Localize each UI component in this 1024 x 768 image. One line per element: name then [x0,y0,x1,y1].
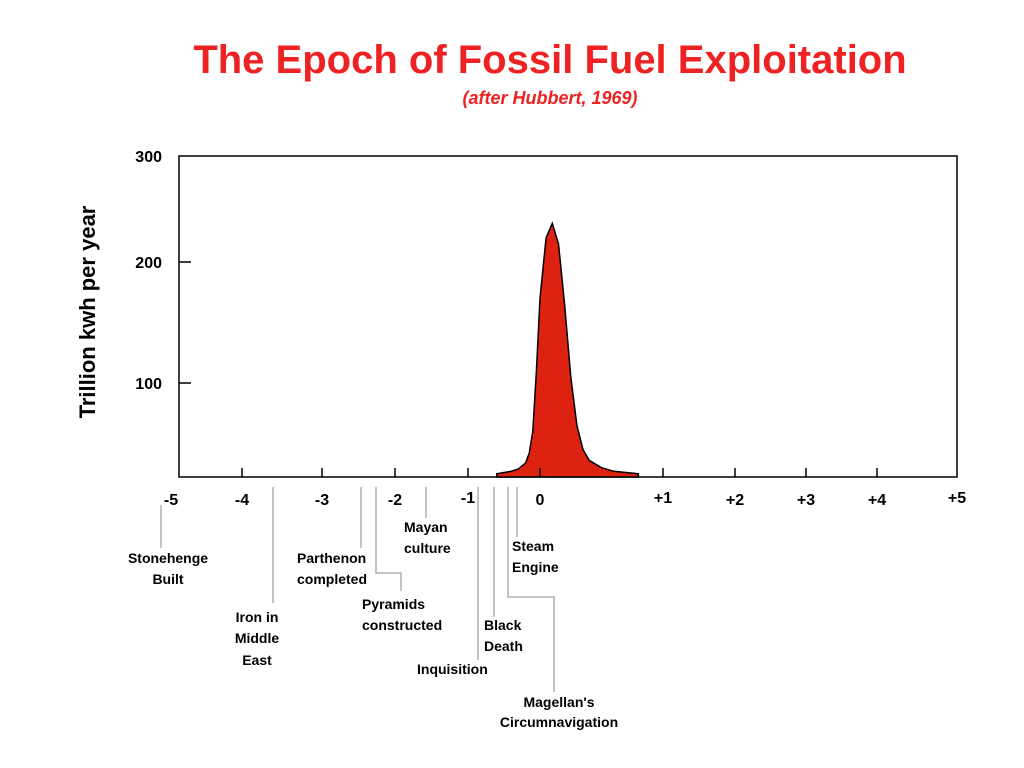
event-label: Stonehenge Built [128,550,208,587]
y-axis-label: Trillion kwh per year [75,205,100,418]
event-annotation: Magellan's Circumnavigation [500,487,618,730]
event-annotation: Steam Engine [512,487,559,575]
event-annotations: Stonehenge Built Iron in Middle East Partheno… [128,487,618,730]
chart-title: The Epoch of Fossil Fuel Exploitation [193,38,907,82]
x-tick-label: +4 [868,492,886,509]
x-tick-label: +2 [726,492,744,509]
x-tick-label: +3 [797,492,815,509]
x-tick-label: +1 [654,490,672,507]
x-axis: -5 -4 -3 -2 -1 0 +1 +2 +3 +4 +5 [164,468,966,509]
event-label: Pyramids constructed [362,596,442,633]
y-tick-label: 200 [135,255,162,272]
x-tick-label: -1 [461,490,475,507]
production-peak-area [496,221,640,478]
event-annotation: Stonehenge Built [128,505,208,587]
event-leader-line [375,487,402,591]
event-annotation: Parthenon completed [297,487,367,587]
x-tick-label: -3 [315,492,329,509]
event-label: Steam Engine [512,538,559,575]
y-tick-label: 300 [135,149,162,166]
event-leader-line [507,487,555,692]
x-tick-label: 0 [536,492,545,509]
event-annotation: Iron in Middle East [235,487,280,668]
event-annotation: Black Death [484,487,523,654]
event-annotation: Inquisition [417,487,488,677]
event-label: Black Death [484,617,523,654]
event-annotation: Mayan culture [404,487,451,556]
event-label: Inquisition [417,661,488,677]
x-tick-label: -4 [235,492,249,509]
peak-layer [496,221,640,478]
event-label: Magellan's Circumnavigation [500,694,618,730]
x-tick-label: -5 [164,492,178,509]
y-axis: 100 200 300 [135,149,191,393]
event-label: Mayan culture [404,519,451,556]
event-label: Parthenon completed [297,550,367,587]
event-label: Iron in Middle East [235,609,280,668]
event-annotation: Pyramids constructed [362,487,442,633]
x-tick-label: -2 [388,492,402,509]
chart-subtitle: (after Hubbert, 1969) [462,88,638,108]
y-tick-label: 100 [135,376,162,393]
x-tick-label: +5 [948,490,966,507]
